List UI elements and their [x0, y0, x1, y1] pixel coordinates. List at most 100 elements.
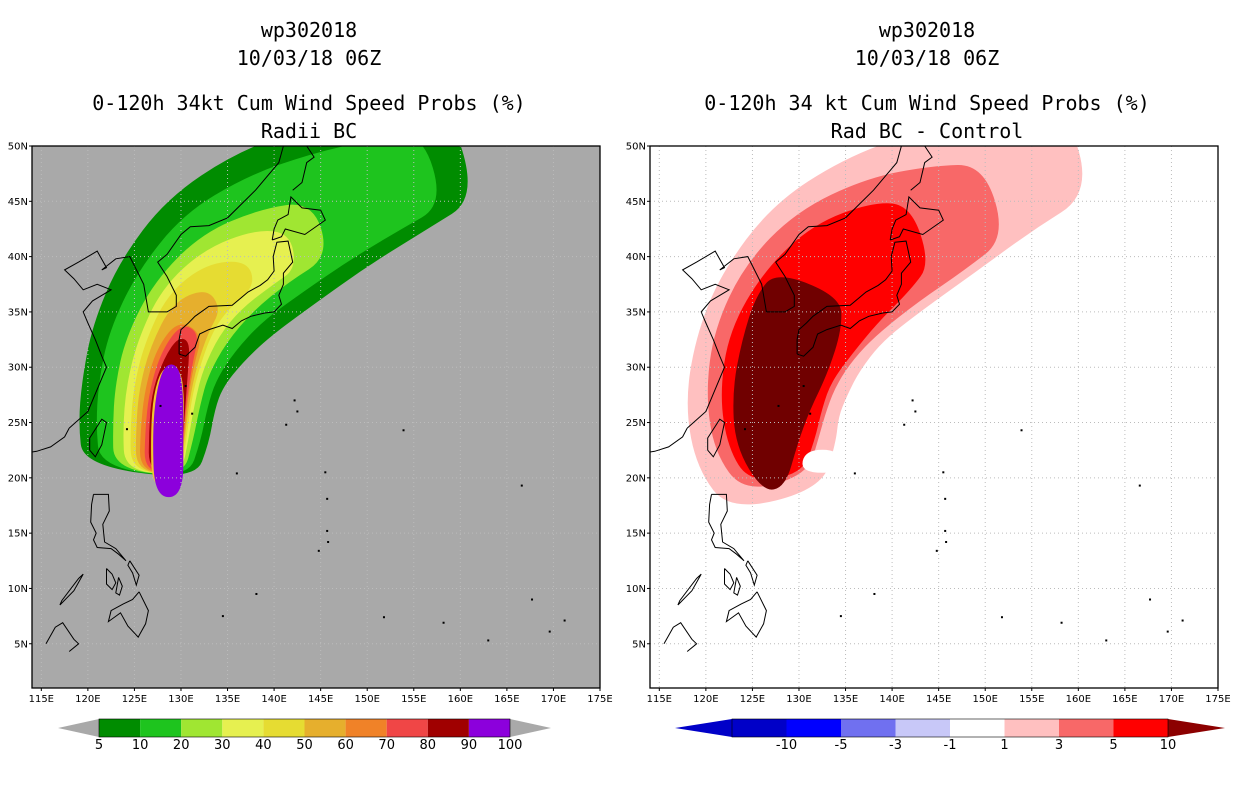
island: [1000, 616, 1003, 619]
colorbar-label: 1: [1000, 738, 1008, 753]
coastline: [910, 146, 933, 191]
x-tick-label: 115E: [29, 694, 54, 705]
island: [743, 428, 746, 431]
prob-level-100: [153, 364, 184, 498]
colorbar-swatch: [263, 719, 305, 737]
x-tick-label: 145E: [308, 694, 333, 705]
y-tick-label: 50N: [8, 142, 28, 153]
x-tick-label: 155E: [401, 694, 426, 705]
colorbar-swatch: [786, 719, 841, 737]
coastline: [618, 476, 622, 498]
island: [839, 615, 842, 618]
product-title: 0-120h 34 kt Cum Wind Speed Probs (%): [704, 91, 1150, 115]
colorbar-label: 3: [1055, 738, 1063, 753]
coastline: [889, 195, 944, 241]
coastline: [0, 476, 4, 498]
island: [1149, 598, 1152, 601]
island: [296, 410, 299, 413]
island: [531, 598, 534, 601]
colorbar-swatch: [181, 719, 223, 737]
y-tick-label: 10N: [626, 584, 646, 595]
x-tick-label: 140E: [261, 694, 286, 705]
colorbar-swatch: [99, 719, 141, 737]
coastline: [707, 418, 726, 458]
x-tick-label: 140E: [879, 694, 904, 705]
island: [853, 472, 856, 475]
y-tick-label: 5N: [14, 639, 28, 650]
colorbar-swatch: [732, 719, 787, 737]
colorbar-label: 10: [1160, 738, 1177, 753]
x-tick-label: 135E: [833, 694, 858, 705]
right-panel: wp302018 10/03/18 06Z 0-120h 34 kt Cum W…: [618, 0, 1236, 800]
y-tick-label: 40N: [8, 252, 28, 263]
island: [1181, 619, 1184, 622]
x-tick-label: 150E: [973, 694, 998, 705]
colorbar-label: 5: [95, 738, 103, 753]
y-tick-label: 15N: [8, 529, 28, 540]
coastline: [59, 573, 84, 606]
subtitle: Rad BC - Control: [830, 119, 1024, 143]
coastline: [796, 240, 912, 357]
island: [809, 412, 812, 415]
storm-id-title: wp302018: [878, 18, 976, 42]
island: [255, 592, 258, 595]
island: [802, 385, 805, 388]
island: [402, 429, 405, 432]
coastline: [107, 591, 149, 638]
colorbar-frame: [98, 718, 511, 738]
island: [944, 497, 947, 500]
x-tick-label: 115E: [647, 694, 672, 705]
island: [285, 423, 288, 426]
coastline: [677, 573, 702, 606]
coastline: [32, 427, 70, 453]
coastline: [178, 240, 294, 357]
island: [942, 471, 945, 474]
colorbar-swatch: [222, 719, 264, 737]
island: [159, 404, 162, 407]
island: [520, 484, 523, 487]
colorbar-label: 50: [296, 738, 313, 753]
datetime-title: 10/03/18 06Z: [854, 46, 1000, 70]
coastline: [733, 577, 741, 596]
plot-frame: [31, 145, 601, 689]
colorbar-label: 80: [420, 738, 437, 753]
island: [911, 399, 914, 402]
x-tick-label: 135E: [215, 694, 240, 705]
prob-level-10: [733, 277, 842, 490]
colorbar-label: -3: [889, 738, 902, 753]
coastline: [725, 591, 767, 638]
island: [317, 549, 320, 552]
colorbar-arrow-right: [1168, 719, 1225, 737]
y-tick-label: 10N: [8, 584, 28, 595]
y-tick-label: 45N: [8, 197, 28, 208]
coastline: [708, 493, 745, 562]
y-tick-label: 45N: [626, 197, 646, 208]
y-tick-label: 25N: [626, 418, 646, 429]
colorbar-swatch: [468, 719, 510, 737]
x-tick-label: 150E: [355, 694, 380, 705]
island: [235, 472, 238, 475]
coastline: [724, 568, 735, 591]
colorbar-swatch: [950, 719, 1005, 737]
y-tick-label: 40N: [626, 252, 646, 263]
plot-frame: [649, 145, 1219, 689]
y-tick-label: 30N: [626, 363, 646, 374]
x-tick-label: 120E: [693, 694, 718, 705]
coastlines: [618, 146, 1184, 652]
colorbar-arrow-left: [58, 719, 99, 737]
coastline: [115, 577, 123, 596]
island: [125, 428, 128, 431]
datetime-title: 10/03/18 06Z: [236, 46, 382, 70]
y-tick-label: 5N: [632, 639, 646, 650]
colorbar-frame: [731, 718, 1169, 738]
storm-id-title: wp302018: [260, 18, 358, 42]
difference-map: 115E 120E 125E 130E 135E 140E 145E 150E 155E 160E…: [618, 142, 1231, 754]
product-title: 0-120h 34kt Cum Wind Speed Probs (%): [92, 91, 526, 115]
x-tick-label: 125E: [740, 694, 765, 705]
y-tick-label: 50N: [626, 142, 646, 153]
y-tick-label: 35N: [8, 307, 28, 318]
y-tick-label: 25N: [8, 418, 28, 429]
coastline: [90, 493, 127, 562]
colorbar-swatch: [1059, 719, 1114, 737]
x-tick-label: 130E: [786, 694, 811, 705]
